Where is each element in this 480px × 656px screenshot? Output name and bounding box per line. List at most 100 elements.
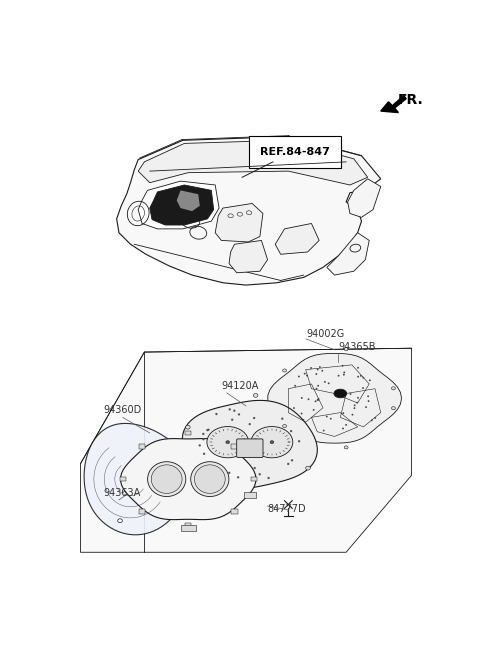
Circle shape <box>215 413 217 415</box>
Circle shape <box>238 413 240 415</box>
Polygon shape <box>177 190 200 211</box>
Circle shape <box>287 462 289 465</box>
Circle shape <box>324 381 326 383</box>
Ellipse shape <box>270 441 274 443</box>
Polygon shape <box>231 510 238 514</box>
Circle shape <box>326 416 328 417</box>
Polygon shape <box>215 203 263 242</box>
Circle shape <box>319 366 321 368</box>
Circle shape <box>345 424 347 426</box>
Circle shape <box>290 430 292 432</box>
Circle shape <box>233 409 236 412</box>
Ellipse shape <box>251 426 293 458</box>
Polygon shape <box>251 477 257 482</box>
Ellipse shape <box>151 465 182 493</box>
Circle shape <box>267 477 270 479</box>
Circle shape <box>306 375 308 377</box>
Text: 94360D: 94360D <box>104 405 142 415</box>
Circle shape <box>336 392 337 394</box>
Circle shape <box>293 407 295 409</box>
Circle shape <box>298 376 300 377</box>
Polygon shape <box>138 140 368 185</box>
Circle shape <box>351 414 353 416</box>
Polygon shape <box>185 523 192 527</box>
Polygon shape <box>229 240 267 273</box>
Polygon shape <box>185 430 192 435</box>
Circle shape <box>323 430 324 432</box>
Circle shape <box>249 423 251 425</box>
Circle shape <box>342 428 344 430</box>
Circle shape <box>308 398 310 400</box>
Circle shape <box>328 382 330 384</box>
Circle shape <box>369 379 371 381</box>
Circle shape <box>281 417 284 420</box>
Ellipse shape <box>306 466 310 470</box>
Circle shape <box>362 377 364 379</box>
Circle shape <box>330 418 332 420</box>
Polygon shape <box>242 172 248 178</box>
Circle shape <box>343 374 345 376</box>
Text: 94365B: 94365B <box>338 342 376 352</box>
Circle shape <box>357 397 359 399</box>
Circle shape <box>374 417 376 419</box>
Circle shape <box>206 429 208 431</box>
Circle shape <box>237 476 240 478</box>
Circle shape <box>371 419 372 421</box>
Polygon shape <box>84 423 189 535</box>
Circle shape <box>302 419 304 421</box>
Circle shape <box>317 399 319 401</box>
Circle shape <box>317 385 319 386</box>
Polygon shape <box>139 444 145 449</box>
Text: 94363A: 94363A <box>104 488 141 499</box>
Circle shape <box>304 373 306 375</box>
Circle shape <box>316 388 317 390</box>
Text: 94002G: 94002G <box>306 329 344 339</box>
Circle shape <box>202 438 204 440</box>
Circle shape <box>367 396 369 397</box>
Circle shape <box>342 412 344 414</box>
Ellipse shape <box>344 348 348 351</box>
Ellipse shape <box>147 462 186 497</box>
Text: REF.84-847: REF.84-847 <box>260 147 330 157</box>
Circle shape <box>298 440 300 442</box>
Ellipse shape <box>186 425 190 429</box>
Circle shape <box>291 459 293 461</box>
Circle shape <box>368 400 370 402</box>
Circle shape <box>228 408 231 411</box>
Circle shape <box>210 468 212 470</box>
Polygon shape <box>81 348 411 552</box>
Ellipse shape <box>191 462 229 497</box>
Circle shape <box>313 409 314 411</box>
Polygon shape <box>348 179 381 217</box>
Polygon shape <box>138 181 219 229</box>
Circle shape <box>315 373 317 375</box>
Circle shape <box>301 397 303 399</box>
Circle shape <box>218 470 221 472</box>
Circle shape <box>207 428 210 431</box>
Ellipse shape <box>283 424 287 428</box>
Text: 84777D: 84777D <box>267 504 306 514</box>
Ellipse shape <box>392 387 396 390</box>
Ellipse shape <box>283 369 287 372</box>
Circle shape <box>203 453 205 455</box>
Circle shape <box>253 417 255 419</box>
Circle shape <box>231 419 233 421</box>
Circle shape <box>342 365 344 367</box>
Polygon shape <box>180 525 196 531</box>
Polygon shape <box>268 354 402 443</box>
Ellipse shape <box>220 487 225 491</box>
Circle shape <box>317 399 319 401</box>
Circle shape <box>300 413 302 415</box>
Circle shape <box>365 406 367 408</box>
Polygon shape <box>117 136 381 285</box>
Ellipse shape <box>334 389 347 398</box>
Polygon shape <box>381 96 406 113</box>
Ellipse shape <box>392 407 396 410</box>
Circle shape <box>315 400 316 402</box>
Circle shape <box>337 375 339 377</box>
Circle shape <box>202 433 204 435</box>
Ellipse shape <box>207 426 249 458</box>
Polygon shape <box>327 233 369 275</box>
Text: FR.: FR. <box>398 92 423 106</box>
Circle shape <box>357 367 359 369</box>
